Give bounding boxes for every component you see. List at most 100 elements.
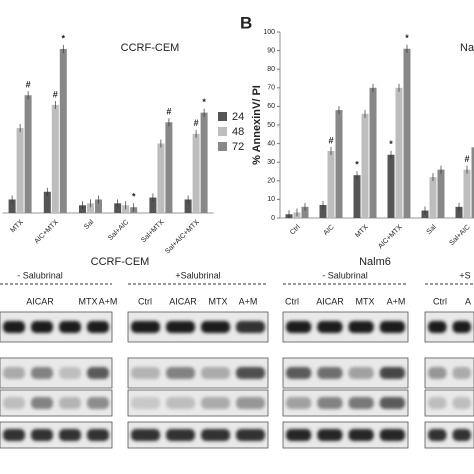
bar [429, 177, 437, 218]
bar [149, 197, 157, 213]
annotation: # [464, 154, 469, 164]
blot-band [131, 429, 160, 441]
bar [327, 151, 335, 218]
y-tick-label: 80 [267, 66, 275, 73]
lane-label: Ctrl [285, 296, 299, 306]
y-tick-label: 30 [267, 159, 275, 166]
blot-band [31, 429, 53, 441]
blot-band [452, 429, 471, 441]
y-tick-label: 60 [267, 103, 275, 110]
bar [335, 110, 343, 218]
blot-band [348, 367, 374, 379]
blot-group: - Salubrinal [17, 270, 63, 280]
bar [165, 122, 173, 213]
legend-swatch [218, 142, 227, 151]
y-tick-label: 0 [271, 215, 275, 222]
bar [184, 199, 192, 213]
lane-label: A [465, 296, 471, 306]
lane-label: A+M [99, 296, 118, 306]
lane-label: Ctrl [433, 296, 447, 306]
bar [200, 112, 208, 213]
blot-group: - Salubrinal [322, 270, 368, 280]
bar [95, 199, 102, 213]
y-tick-label: 90 [267, 47, 275, 54]
y-tick-label: 50 [267, 122, 275, 129]
lane-label: MTX [209, 296, 228, 306]
annotation: # [26, 80, 31, 90]
blot-band [379, 367, 405, 379]
blot-band [166, 321, 195, 333]
bar [387, 154, 395, 218]
blot-band [286, 367, 312, 379]
blot-group: +S [459, 270, 470, 280]
blot-band [348, 397, 374, 409]
blot-band [3, 321, 25, 333]
blot-title: Nalm6 [359, 256, 391, 268]
blot-band [59, 367, 81, 379]
blot-band [428, 367, 447, 379]
blot-band [59, 429, 81, 441]
bar [16, 128, 24, 213]
annotation: * [389, 139, 393, 149]
blot-band [379, 429, 405, 441]
lane-label: MTX [356, 296, 375, 306]
y-tick-label: 20 [267, 178, 275, 185]
blot-band [87, 397, 109, 409]
bar [319, 204, 327, 218]
blot-band [317, 367, 343, 379]
bar [403, 48, 411, 218]
blot-band [236, 367, 265, 379]
bar [114, 203, 122, 213]
blot-band [59, 397, 81, 409]
blot-band [452, 397, 471, 409]
annotation: * [405, 33, 409, 43]
blot-band [31, 397, 53, 409]
blot-title: CCRF-CEM [91, 256, 150, 268]
legend-label: 48 [232, 126, 244, 138]
blot-band [348, 429, 374, 441]
bar [192, 133, 200, 213]
bar [361, 113, 369, 218]
bar [157, 143, 165, 213]
bar [353, 175, 361, 218]
lane-label: Ctrl [138, 296, 152, 306]
blot-band [87, 321, 109, 333]
lane-label: A+M [239, 296, 258, 306]
blot-band [59, 321, 81, 333]
bar [301, 206, 309, 218]
blot-band [31, 321, 53, 333]
chart-title: Na [460, 42, 474, 54]
blot-band [379, 321, 405, 333]
bar [59, 48, 67, 214]
blot-images [0, 311, 474, 449]
annotation: * [62, 33, 66, 43]
bar [43, 191, 51, 213]
blot-band [286, 397, 312, 409]
lane-label: A+M [387, 296, 406, 306]
blot-band [452, 321, 471, 333]
lane-label: AICAR [26, 296, 54, 306]
bar [24, 95, 32, 213]
blot-band [31, 367, 53, 379]
lane-label: AICAR [316, 296, 344, 306]
legend-label: 24 [232, 111, 244, 123]
annotation: # [53, 89, 58, 99]
y-tick-label: 100 [263, 29, 275, 36]
legend-swatch [218, 112, 227, 121]
y-tick-label: 70 [267, 85, 275, 92]
annotation: * [132, 192, 136, 202]
bar [369, 87, 377, 218]
blot-band [131, 321, 160, 333]
blot-band [236, 397, 265, 409]
legend-label: 72 [232, 141, 244, 153]
annotation: # [328, 135, 333, 145]
y-tick-label: 40 [267, 140, 275, 147]
blot-band [317, 321, 343, 333]
blot-band [201, 397, 230, 409]
blot-band [452, 367, 471, 379]
bar [395, 87, 403, 218]
blot-band [87, 367, 109, 379]
blot-band [201, 429, 230, 441]
lane-label: AICAR [169, 296, 197, 306]
bar [455, 206, 463, 218]
